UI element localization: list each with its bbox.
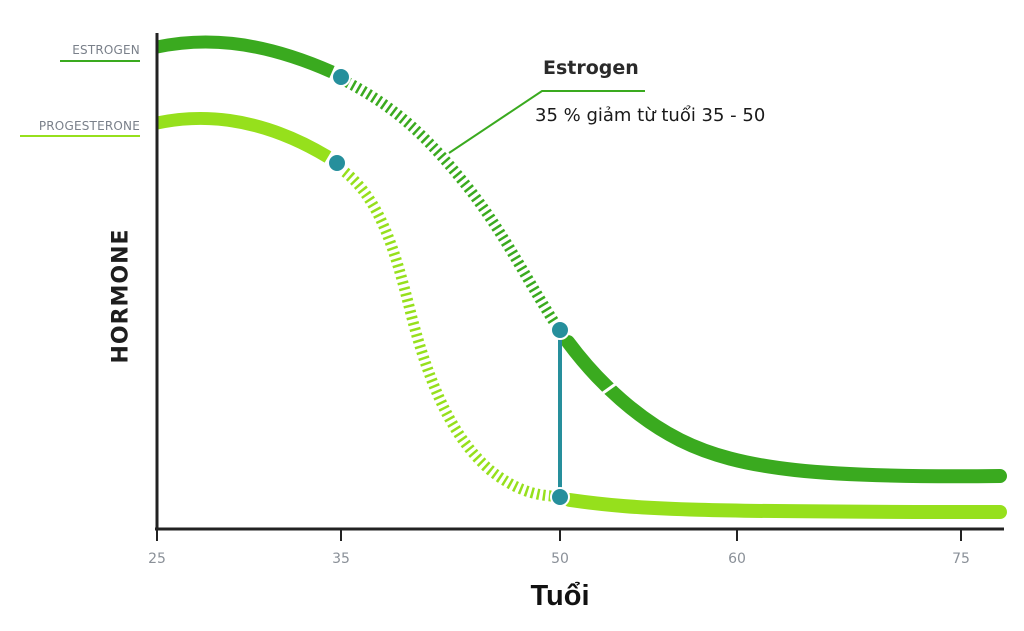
y-axis-title: HORMONE xyxy=(108,228,134,364)
x-tick-label: 35 xyxy=(332,551,350,567)
progesterone-line-solid xyxy=(155,112,332,163)
progesterone-marker-50 xyxy=(550,487,570,507)
x-tick-label: 50 xyxy=(551,551,569,567)
progesterone-line-solid-end xyxy=(563,493,1007,519)
estrogen-line-solid xyxy=(155,35,335,78)
progesterone-marker-35 xyxy=(327,153,347,173)
estrogen-marker-50 xyxy=(550,320,570,340)
x-tick-label: 75 xyxy=(952,551,970,567)
estrogen-line-dashed xyxy=(344,77,561,328)
x-axis-title: Tuổi xyxy=(530,580,590,612)
legend-estrogen-underline xyxy=(60,60,140,62)
annotation-leader-line xyxy=(448,90,645,154)
annotation-title: Estrogen xyxy=(543,57,639,79)
estrogen-marker-35 xyxy=(331,67,351,87)
annotation-text: 35 % giảm từ tuổi 35 - 50 xyxy=(535,105,766,126)
estrogen-line-solid-end xyxy=(561,335,1007,484)
legend-progesterone-label: PROGESTERONE xyxy=(38,119,140,133)
x-tick-label: 60 xyxy=(728,551,746,567)
legend-progesterone-underline xyxy=(20,135,140,137)
legend-estrogen-label: ESTROGEN xyxy=(72,43,140,57)
progesterone-line-dashed xyxy=(341,167,553,502)
x-tick-label: 25 xyxy=(148,551,166,567)
